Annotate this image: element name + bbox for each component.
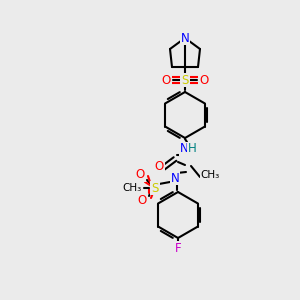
- Text: O: O: [154, 160, 164, 173]
- Text: N: N: [171, 172, 179, 184]
- Text: H: H: [188, 142, 196, 155]
- Text: S: S: [151, 182, 159, 194]
- Text: O: O: [137, 194, 147, 208]
- Text: N: N: [180, 142, 188, 155]
- Text: CH₃: CH₃: [200, 170, 220, 180]
- Text: F: F: [175, 242, 181, 254]
- Text: O: O: [200, 74, 208, 86]
- Text: S: S: [181, 74, 189, 86]
- Text: O: O: [135, 169, 145, 182]
- Text: O: O: [161, 74, 171, 86]
- Text: CH₃: CH₃: [122, 183, 142, 193]
- Text: N: N: [181, 32, 189, 44]
